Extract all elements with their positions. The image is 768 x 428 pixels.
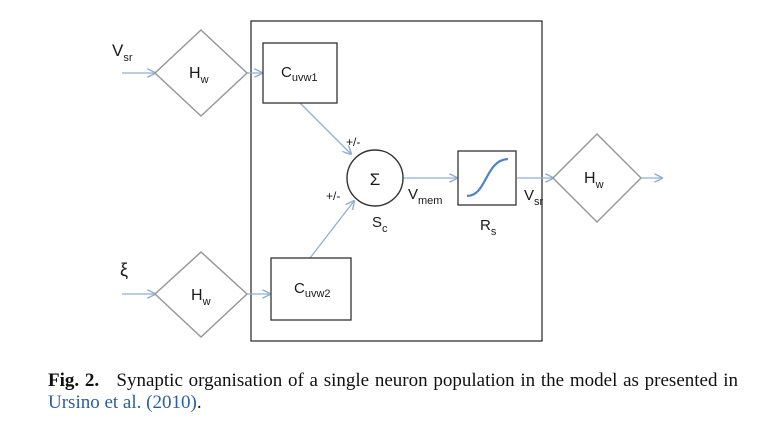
hw-top-label: Hw (189, 65, 209, 86)
sign-left: +/- (326, 189, 340, 203)
c1-box (262, 42, 338, 104)
c2-box (270, 257, 352, 321)
sign-top: +/- (346, 135, 360, 149)
vmem-label: Vmem (408, 186, 442, 207)
c1-label: Cuvw1 (281, 64, 318, 84)
caption-text: Synaptic organisation of a single neuron… (116, 370, 738, 391)
hw-bottom-label: Hw (191, 287, 211, 308)
input-xi-label: ξ (120, 260, 128, 280)
vsr-output-label: Vsr (524, 187, 544, 208)
sum-label: Sc (372, 214, 388, 235)
figure-label: Fig. 2. (48, 370, 100, 391)
sum-symbol: Σ (370, 170, 381, 189)
connections (122, 73, 662, 294)
hw-bottom-diamond (153, 250, 249, 339)
citation-link[interactable]: Ursino et al. (2010) (48, 392, 197, 413)
hw-right-label: Hw (584, 170, 604, 191)
figure-caption: Fig. 2. Synaptic organisation of a singl… (48, 370, 738, 414)
c2-label: Cuvw2 (294, 280, 331, 300)
sum-circle (346, 149, 404, 207)
edge-c1-to-sum (299, 102, 351, 154)
hw-top-diamond (153, 28, 249, 118)
sigmoid-curve (466, 157, 509, 198)
diagram: Vsr ξ Hw Hw Hw Cuvw1 Cuvw2 Σ Sc +/- +/- … (112, 20, 768, 342)
population-box (250, 20, 543, 342)
hw-right-diamond (551, 132, 643, 224)
caption-end: . (196, 392, 202, 413)
edge-c2-to-sum (309, 201, 354, 259)
input-vsr-label: Vsr (112, 41, 133, 64)
sigmoid-label: Rs (480, 217, 497, 238)
